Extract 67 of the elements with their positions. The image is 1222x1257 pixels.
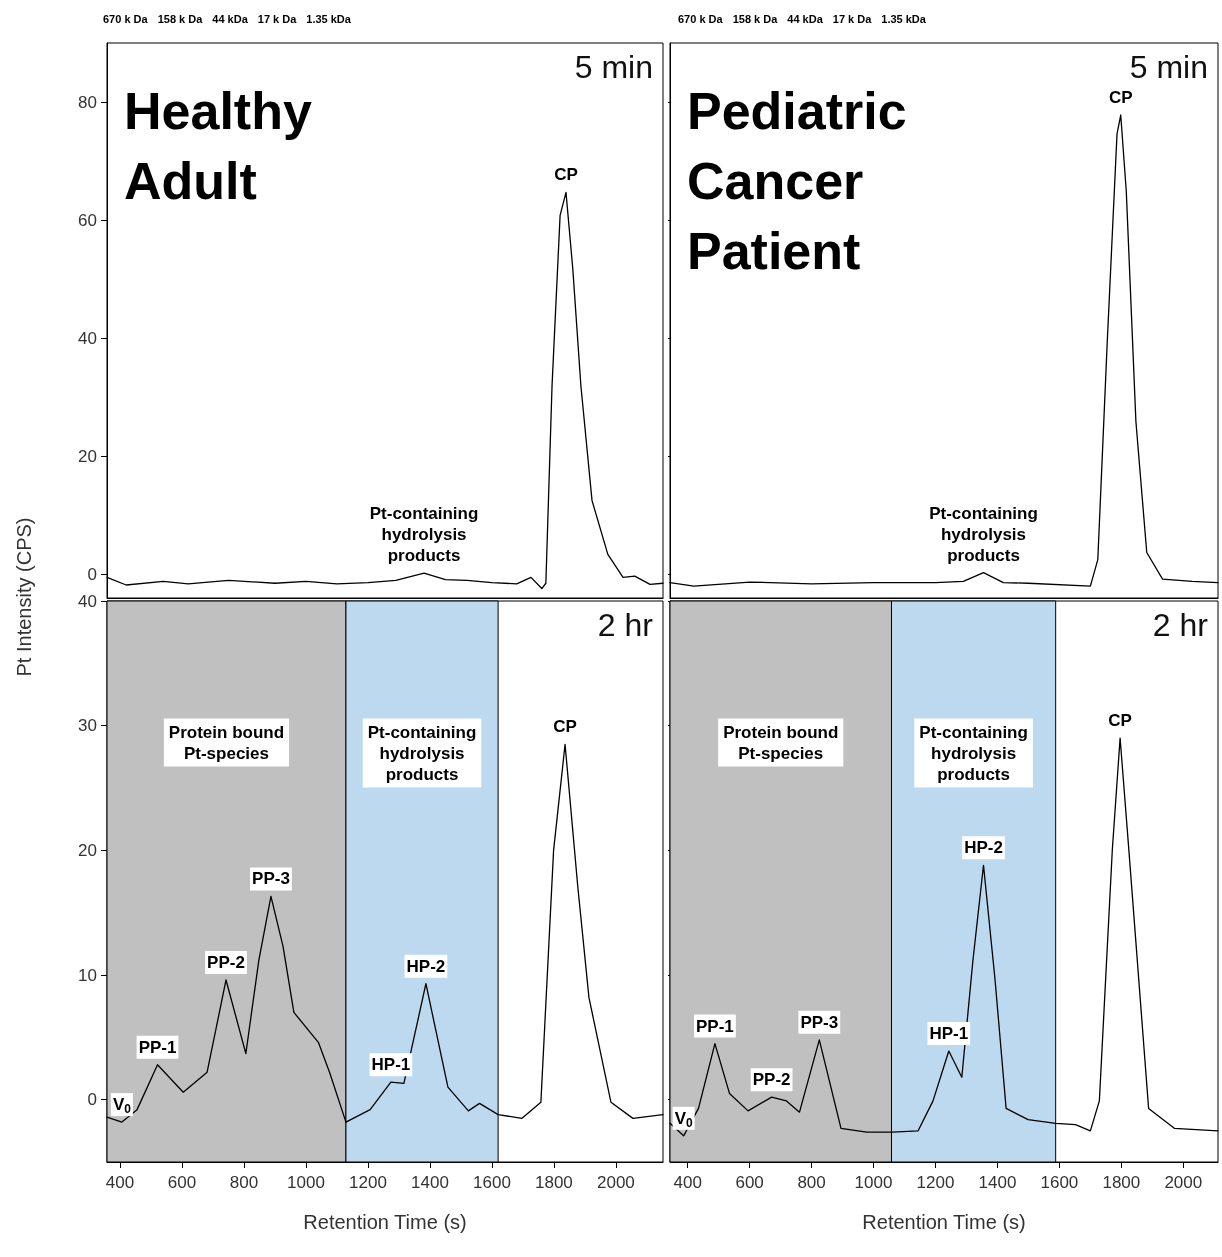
text: 17 k Da [257, 13, 298, 25]
annotation: PP-3 [800, 1012, 839, 1032]
annotation: PP-1 [696, 1016, 734, 1036]
chart-subtitle: 5 min [574, 49, 653, 85]
text: 17 k Da [832, 13, 873, 25]
annotation: Pt-containing hydrolysis products [929, 503, 1038, 565]
annotation: HP-1 [371, 1055, 411, 1075]
x-tick-label: 1200 [916, 1173, 955, 1192]
annotation: PP-3 [252, 869, 290, 889]
text: Healthy Adult [124, 82, 312, 210]
x-tick-label: 1800 [534, 1173, 573, 1192]
y-tick-label: 20 [78, 840, 97, 860]
text: 670 k Da [103, 13, 149, 25]
x-tick-label: 1800 [1102, 1173, 1141, 1192]
x-axis-title: Retention Time (s) [862, 1211, 1026, 1233]
annotation: PP-2 [752, 1070, 791, 1090]
annotation: PP-2 [207, 952, 245, 972]
band-label: Pt-containing hydrolysis products [919, 722, 1028, 784]
y-axis-title: Pt Intensity (CPS) [12, 517, 36, 677]
x-tick-label: 1000 [287, 1173, 325, 1192]
annotation: PP-1 [138, 1037, 177, 1057]
text: 670 k Da [678, 13, 724, 25]
x-tick-label: 2000 [1164, 1173, 1203, 1192]
text: 1.35 kDa [306, 13, 352, 25]
y-tick-label: 10 [78, 965, 97, 985]
text: 158 k Da [157, 13, 204, 25]
x-tick-label: 1200 [349, 1173, 387, 1192]
band-label: Pt-containing hydrolysis products [367, 722, 477, 784]
annotation: CP [1108, 711, 1132, 731]
y-tick-label: 60 [78, 210, 97, 230]
x-tick-label: 400 [105, 1173, 135, 1192]
text: Pediatric Cancer Patient [687, 82, 907, 280]
y-tick-label: 30 [78, 716, 97, 736]
y-tick-label: 40 [78, 591, 97, 611]
band-label: Protein bound Pt-species [168, 722, 285, 763]
x-tick-label: 600 [167, 1173, 197, 1192]
y-tick-label: 40 [78, 328, 97, 348]
x-tick-label: 400 [673, 1173, 702, 1192]
y-tick-label: 0 [87, 1090, 97, 1110]
text: 44 kDa [787, 13, 824, 25]
text: 1.35 kDa [881, 13, 927, 25]
x-tick-label: 800 [229, 1173, 259, 1192]
annotation: HP-2 [964, 838, 1003, 858]
x-tick-label: 2000 [596, 1173, 635, 1192]
annotation: Pt-containing hydrolysis products [369, 504, 479, 566]
y-tick-label: 20 [78, 446, 97, 466]
text: 158 k Da [732, 13, 779, 25]
annotation: HP-2 [406, 956, 446, 976]
band-label: Protein bound Pt-species [723, 722, 839, 763]
x-axis-title: Retention Time (s) [303, 1211, 467, 1233]
annotation: CP [554, 165, 578, 185]
x-tick-label: 1400 [411, 1173, 449, 1192]
annotation: HP-1 [929, 1024, 969, 1044]
text: 44 kDa [212, 13, 249, 25]
x-tick-label: 600 [735, 1173, 764, 1192]
x-tick-label: 1000 [854, 1173, 893, 1192]
x-tick-label: 1600 [473, 1173, 511, 1192]
annotation: CP [1108, 88, 1133, 108]
chart-subtitle: 2 hr [597, 607, 654, 643]
y-tick-label: 0 [87, 564, 97, 584]
annotation: CP [553, 717, 577, 737]
x-tick-label: 800 [797, 1173, 826, 1192]
y-tick-label: 80 [78, 92, 97, 112]
x-tick-label: 1600 [1040, 1173, 1079, 1192]
chart-subtitle: 5 min [1129, 49, 1208, 85]
chart-subtitle: 2 hr [1152, 607, 1209, 643]
x-tick-label: 1400 [978, 1173, 1017, 1192]
